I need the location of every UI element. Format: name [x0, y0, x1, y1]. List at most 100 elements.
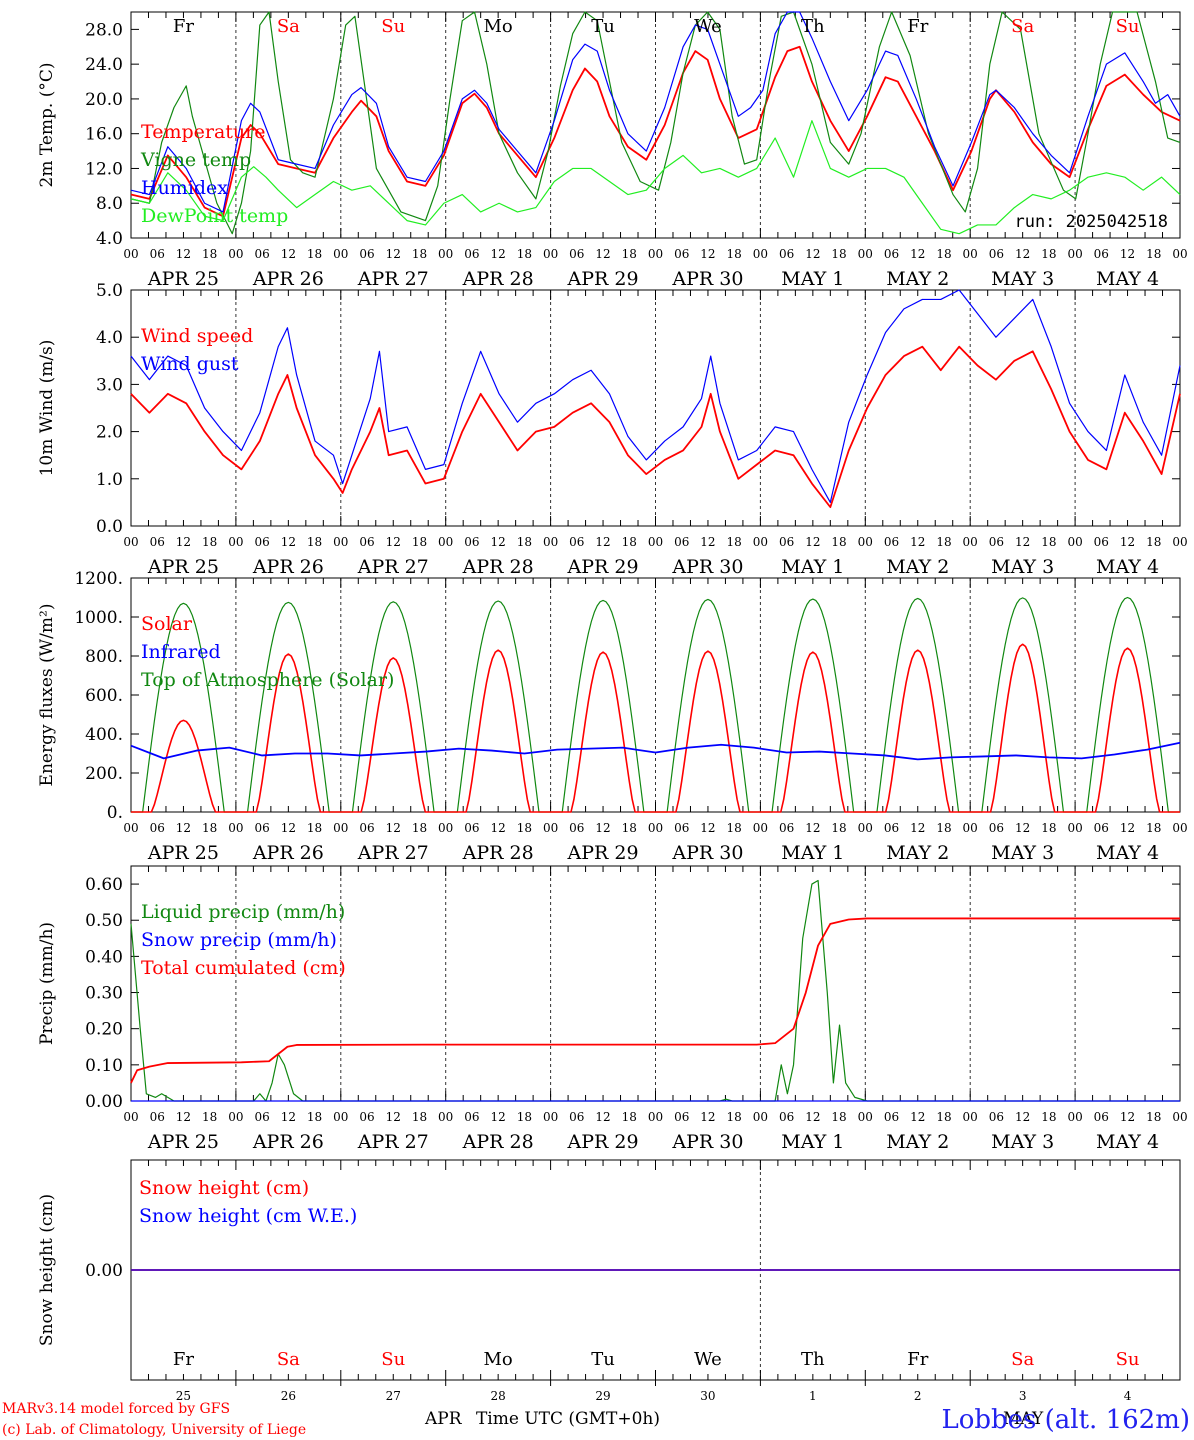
day-number-label: 26 [281, 1389, 296, 1403]
hour-tick-label: 00 [648, 1110, 663, 1124]
hour-tick-label: 18 [831, 535, 846, 549]
series-line-total-cumulated-cm- [130, 917, 1180, 1084]
day-of-week-label: Tu [591, 16, 615, 37]
panel-4: 0.00 0.10 0.20 0.30 0.40 0.50 0.60 Precip (mm/h… [37, 865, 1188, 1153]
hour-tick-label: 12 [491, 1110, 506, 1124]
date-label: APR 27 [357, 1131, 429, 1153]
hour-tick-label: 06 [464, 1110, 479, 1124]
hour-tick-label: 00 [228, 821, 243, 835]
hour-tick-label: 06 [674, 821, 689, 835]
day-number-label: 28 [491, 1389, 506, 1403]
day-of-week-label: We [694, 1349, 722, 1370]
panel-3: 0. 200. 400. 600. 800. 1000. 1200. Energy fluxe… [37, 569, 1188, 864]
date-label: APR 25 [147, 842, 219, 864]
hour-tick-label: 00 [648, 821, 663, 835]
hour-tick-label: 06 [150, 821, 165, 835]
hour-tick-label: 00 [858, 247, 873, 261]
series-line-vigne-temp [130, 11, 1181, 235]
day-of-week-label: Su [1116, 16, 1140, 37]
day-of-week-label: Su [381, 16, 405, 37]
date-label: APR 29 [567, 556, 639, 578]
hour-tick-label: 12 [386, 247, 401, 261]
hour-tick-label: 18 [622, 535, 637, 549]
y-tick-label: 1000. [74, 608, 123, 628]
hour-tick-label: 06 [884, 1110, 899, 1124]
hour-tick-label: 06 [674, 1110, 689, 1124]
hour-tick-label: 06 [254, 247, 269, 261]
hour-tick-label: 18 [1041, 821, 1056, 835]
hour-tick-label: 06 [359, 1110, 374, 1124]
hour-tick-label: 00 [1067, 821, 1082, 835]
hour-tick-label: 12 [1015, 821, 1030, 835]
hour-tick-label: 06 [674, 535, 689, 549]
day-of-week-label: Fr [173, 1349, 194, 1370]
hour-tick-label: 06 [1094, 1110, 1109, 1124]
series-line-solar [131, 643, 1180, 813]
hour-tick-label: 00 [123, 535, 138, 549]
legend-item: Solar [141, 613, 193, 635]
hour-tick-label: 12 [595, 821, 610, 835]
date-label: APR 28 [462, 842, 534, 864]
hour-tick-label: 18 [727, 247, 742, 261]
hour-tick-label: 00 [648, 247, 663, 261]
hour-tick-label: 00 [438, 821, 453, 835]
y-tick-label: 0.10 [85, 1056, 123, 1076]
hour-tick-label: 18 [1146, 1110, 1161, 1124]
day-of-week-label: Sa [1011, 16, 1034, 37]
y-tick-label: 12.0 [85, 159, 123, 179]
y-axis-label: Energy fluxes (W/m²) [37, 604, 57, 787]
hour-tick-label: 06 [150, 247, 165, 261]
hour-tick-label: 12 [1015, 1110, 1030, 1124]
hour-tick-label: 00 [753, 1110, 768, 1124]
hour-tick-label: 06 [779, 535, 794, 549]
hour-tick-label: 18 [517, 821, 532, 835]
y-axis-label: Precip (mm/h) [37, 922, 57, 1045]
hour-tick-label: 06 [359, 821, 374, 835]
hour-tick-label: 00 [963, 1110, 978, 1124]
hour-tick-label: 12 [700, 247, 715, 261]
hour-tick-label: 18 [517, 1110, 532, 1124]
date-label: APR 29 [567, 842, 639, 864]
hour-tick-label: 00 [228, 247, 243, 261]
legend-item: Temperature [141, 121, 265, 143]
y-tick-label: 0.60 [85, 875, 123, 895]
date-label: MAY 3 [991, 842, 1054, 864]
hour-tick-label: 06 [569, 247, 584, 261]
date-label: MAY 3 [991, 268, 1054, 290]
hour-tick-label: 18 [1146, 535, 1161, 549]
hour-tick-label: 12 [805, 821, 820, 835]
hour-tick-label: 06 [884, 821, 899, 835]
hour-tick-label: 18 [936, 821, 951, 835]
date-label: MAY 4 [1096, 842, 1159, 864]
y-tick-label: 0.00 [85, 1261, 123, 1281]
hour-tick-label: 06 [359, 535, 374, 549]
date-label: APR 25 [147, 1131, 219, 1153]
hour-tick-label: 06 [1094, 821, 1109, 835]
hour-tick-label: 18 [727, 1110, 742, 1124]
hour-tick-label: 12 [595, 247, 610, 261]
hour-tick-label: 06 [674, 247, 689, 261]
hour-tick-label: 00 [753, 821, 768, 835]
legend-item: Snow height (cm) [139, 1177, 309, 1199]
date-label: APR 25 [147, 556, 219, 578]
hour-tick-label: 00 [858, 821, 873, 835]
date-label: APR 27 [357, 268, 429, 290]
date-label: APR 30 [671, 268, 743, 290]
hour-tick-label: 06 [884, 247, 899, 261]
y-tick-label: 0.0 [96, 517, 123, 537]
hour-tick-label: 00 [228, 1110, 243, 1124]
hour-tick-label: 06 [569, 821, 584, 835]
hour-tick-label: 06 [779, 1110, 794, 1124]
y-tick-label: 8.0 [96, 194, 123, 214]
hour-tick-label: 18 [307, 247, 322, 261]
y-tick-label: 0. [107, 803, 123, 823]
hour-tick-label: 12 [281, 1110, 296, 1124]
day-number-label: 1 [809, 1389, 817, 1403]
hour-tick-label: 00 [1067, 247, 1082, 261]
hour-tick-label: 12 [910, 1110, 925, 1124]
date-label: APR 30 [671, 1131, 743, 1153]
hour-tick-label: 00 [543, 535, 558, 549]
day-of-week-label: Fr [907, 1349, 928, 1370]
hour-tick-label: 18 [202, 247, 217, 261]
y-axis-label: 2m Temp. (°C) [37, 62, 57, 187]
